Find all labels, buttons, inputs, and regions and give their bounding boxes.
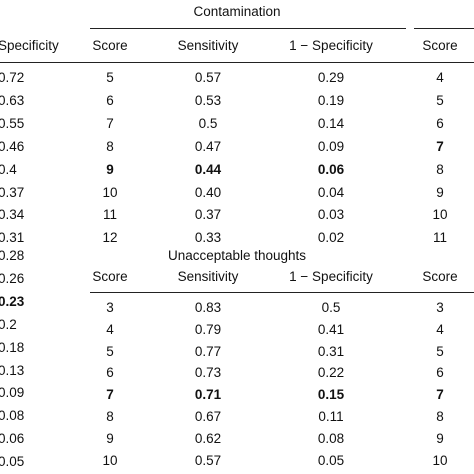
left-cell: 0.55 — [0, 115, 25, 131]
left-cell: 0.4 — [0, 161, 17, 177]
table-cell: 0.71 — [194, 387, 222, 403]
left-cell: 0.37 — [0, 184, 25, 200]
column-header: Score — [92, 269, 128, 284]
table-cell: 0.06 — [317, 161, 345, 177]
table-cell: 6 — [436, 365, 444, 381]
group-rule-right — [414, 28, 474, 29]
table-cell: 10 — [102, 452, 118, 468]
table-cell: 0.22 — [317, 365, 345, 381]
left-cell: 0.08 — [0, 408, 25, 424]
table-cell: 7 — [436, 138, 444, 154]
left-cell: 0.34 — [0, 207, 25, 223]
table-cell: 0.37 — [194, 207, 222, 223]
left-cell: 0.63 — [0, 92, 25, 108]
table-cell: 0.5 — [198, 115, 218, 131]
table-cell: 0.33 — [194, 230, 222, 246]
table-cell: 0.67 — [194, 409, 222, 424]
left-cell: 0.18 — [0, 339, 25, 355]
table-cell: 6 — [436, 115, 444, 131]
table-cell: 0.09 — [317, 138, 345, 154]
table-cell: 8 — [436, 409, 444, 424]
table-cell: 5 — [106, 343, 114, 359]
table-cell: 4 — [106, 321, 114, 337]
left-cell: 0.2 — [0, 316, 17, 332]
table-cell: 5 — [106, 70, 114, 85]
table-cell: 0.44 — [194, 161, 222, 177]
table-cell: 7 — [436, 387, 444, 403]
table-cell: 10 — [102, 184, 118, 200]
table-cell: 8 — [436, 161, 444, 177]
table-cell: 6 — [106, 365, 114, 381]
table-cell: 9 — [436, 430, 444, 446]
column-header: Sensitivity — [177, 269, 239, 284]
left-cell: 0.06 — [0, 431, 25, 447]
table-cell: 10 — [432, 452, 448, 468]
left-cell: 0.26 — [0, 270, 25, 286]
column-header: 1 − Specificity — [289, 38, 373, 53]
header-rule — [90, 292, 474, 293]
table-cell: 0.11 — [318, 409, 344, 424]
column-header: Score — [92, 38, 128, 53]
column-header: Score — [422, 38, 458, 53]
group-title: Contamination — [193, 4, 281, 19]
table-cell: 8 — [106, 409, 114, 424]
column-header: Specificity — [0, 38, 59, 53]
table-cell: 0.77 — [194, 343, 222, 359]
left-cell: 0.23 — [0, 293, 25, 309]
table-cell: 0.08 — [317, 430, 345, 446]
group-title: Unacceptable thoughts — [167, 248, 307, 263]
table-cell: 0.03 — [317, 207, 345, 223]
table-cell: 5 — [436, 343, 444, 359]
table-cell: 0.02 — [317, 230, 345, 246]
table-cell: 0.14 — [317, 115, 345, 131]
table-cell: 0.40 — [194, 184, 222, 200]
table-cell: 0.79 — [194, 321, 222, 337]
left-cell: 0.72 — [0, 70, 25, 85]
left-cell: 0.28 — [0, 248, 25, 263]
column-header: Score — [422, 269, 458, 284]
left-cell: 0.13 — [0, 362, 25, 378]
table-cell: 9 — [106, 430, 114, 446]
table-cell: 0.19 — [317, 92, 345, 108]
table-cell: 11 — [102, 207, 118, 223]
table-cell: 0.57 — [194, 452, 222, 468]
table-cell: 0.31 — [317, 343, 345, 359]
table-cell: 8 — [106, 138, 114, 154]
table-cell: 0.29 — [317, 70, 345, 85]
left-cell: 0.09 — [0, 385, 25, 401]
left-cell: 0.05 — [0, 454, 25, 470]
header-rule — [0, 62, 474, 63]
group-rule — [90, 28, 406, 29]
table-cell: 0.04 — [317, 184, 345, 200]
table-cell: 0.05 — [317, 452, 345, 468]
table-cell: 0.47 — [194, 138, 222, 154]
left-cell: 0.46 — [0, 138, 25, 154]
column-header: 1 − Specificity — [289, 269, 373, 284]
table-cell: 3 — [436, 300, 444, 315]
table-cell: 0.73 — [194, 365, 222, 381]
table-cell: 0.5 — [321, 300, 341, 315]
table-cell: 0.62 — [194, 430, 222, 446]
left-cell: 0.31 — [0, 230, 25, 246]
table-cell: 0.83 — [194, 300, 222, 315]
table-cell: 3 — [106, 300, 114, 315]
table-cell: 4 — [436, 321, 444, 337]
table-cell: 12 — [102, 230, 118, 246]
table-cell: 11 — [432, 230, 448, 246]
table-cell: 7 — [106, 387, 114, 403]
table-cell: 5 — [436, 92, 444, 108]
table-cell: 7 — [106, 115, 114, 131]
table-cell: 10 — [432, 207, 448, 223]
table-cell: 9 — [106, 161, 114, 177]
table-cell: 0.53 — [194, 92, 222, 108]
table-cell: 0.57 — [194, 70, 222, 85]
table-cell: 0.41 — [317, 321, 345, 337]
column-header: Sensitivity — [177, 38, 239, 53]
table-cell: 0.15 — [317, 387, 345, 403]
table-cell: 6 — [106, 92, 114, 108]
table-cell: 4 — [436, 70, 444, 85]
table-cell: 9 — [436, 184, 444, 200]
